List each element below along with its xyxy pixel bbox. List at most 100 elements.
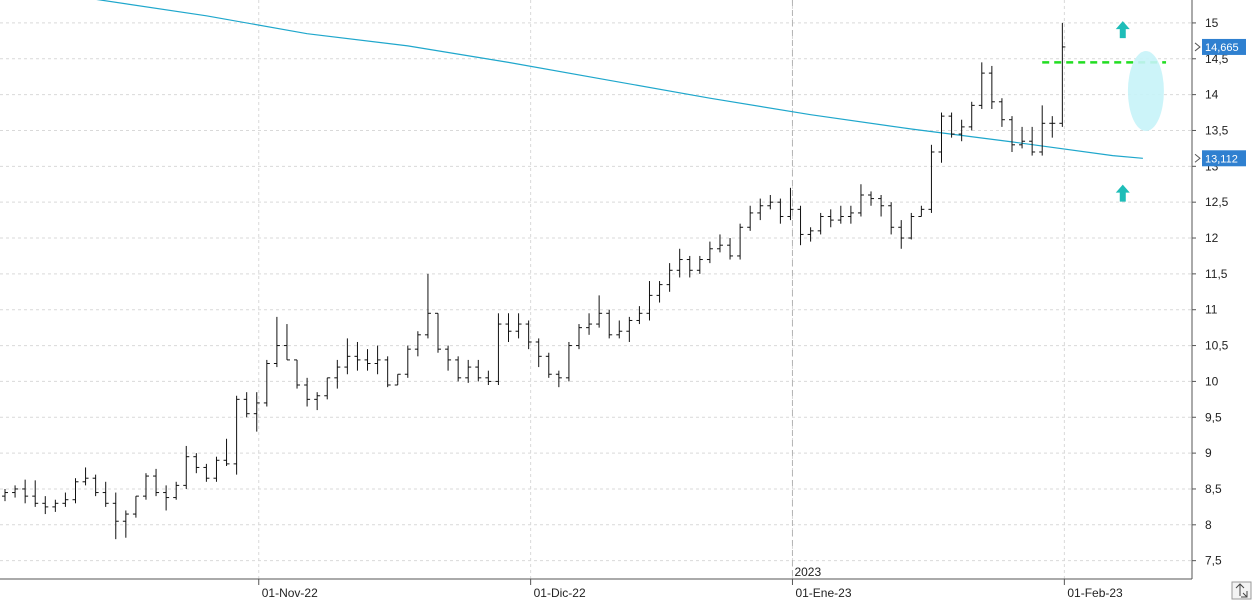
- ohlc-bar: [404, 345, 411, 378]
- ohlc-bar: [475, 359, 482, 382]
- ohlc-bar: [82, 467, 89, 486]
- ohlc-bar: [354, 341, 361, 371]
- y-tick-label: 14,5: [1205, 52, 1229, 66]
- ohlc-bar: [656, 281, 663, 303]
- ohlc-bar: [1049, 116, 1056, 138]
- y-tick-label: 15: [1205, 16, 1219, 30]
- ohlc-bar: [555, 370, 562, 388]
- ohlc-bar: [414, 331, 421, 357]
- ohlc-bar: [737, 223, 744, 260]
- moving-average-pointer: [1194, 153, 1201, 163]
- ohlc-bar: [334, 359, 341, 389]
- x-tick-label: 01-Nov-22: [262, 586, 318, 600]
- moving-average-layer: [96, 0, 1143, 159]
- y-tick-label: 13,5: [1205, 123, 1229, 137]
- moving-average-line: [96, 0, 1143, 159]
- ohlc-bar: [273, 316, 280, 368]
- ohlc-bar: [918, 205, 925, 218]
- ohlc-bar: [948, 112, 955, 138]
- ohlc-bar: [122, 510, 129, 538]
- ohlc-bar: [636, 306, 643, 325]
- ohlc-bar: [283, 324, 290, 361]
- ohlc-bar: [747, 205, 754, 231]
- ohlc-bar: [142, 473, 149, 500]
- y-tick-label: 8,5: [1205, 482, 1222, 496]
- ohlc-bar: [606, 309, 613, 339]
- ohlc-bar: [968, 101, 975, 131]
- ohlc-bar: [163, 485, 170, 511]
- ohlc-bar: [32, 480, 39, 507]
- ohlc-bar: [596, 295, 603, 328]
- moving-average-badge: [1202, 150, 1246, 167]
- expand-arrows-icon[interactable]: [1231, 581, 1252, 600]
- ohlc-bar: [424, 273, 431, 339]
- ohlc-bar: [575, 324, 582, 350]
- ohlc-bar: [193, 453, 200, 474]
- ohlc-bar: [626, 316, 633, 342]
- ohlc-bar: [908, 212, 915, 240]
- ohlc-bar: [445, 345, 452, 371]
- ohlc-bar: [1029, 126, 1036, 156]
- ohlc-bar: [938, 112, 945, 163]
- y-tick-label: 8: [1205, 518, 1212, 532]
- ohlc-bar: [696, 255, 703, 274]
- ohlc-bar: [837, 205, 844, 224]
- ohlc-bar: [727, 238, 734, 260]
- ohlc-bar: [233, 395, 240, 475]
- ohlc-bar: [223, 438, 230, 467]
- ohlc-bar: [102, 481, 109, 507]
- arrow-up-icon: [1115, 21, 1130, 39]
- ohlc-bar: [807, 227, 814, 242]
- ohlc-bar: [857, 184, 864, 217]
- ohlc-bar: [394, 373, 401, 386]
- ohlc-bar: [535, 338, 542, 368]
- ohlc-bar: [676, 248, 683, 278]
- ohlc-bar: [545, 352, 552, 378]
- ohlc-bar: [565, 341, 572, 382]
- ohlc-bar: [505, 313, 512, 342]
- ohlc-bar: [958, 119, 965, 142]
- x-tick-label: 01-Feb-23: [1067, 586, 1123, 600]
- ohlc-bar: [666, 263, 673, 292]
- moving-average-badge-text: 13,112: [1205, 153, 1238, 165]
- ohlc-bar: [827, 209, 834, 228]
- ohlc-bar: [2, 488, 8, 502]
- x-tick-label: 01-Ene-23: [795, 586, 851, 600]
- grid: [0, 0, 1192, 579]
- ohlc-bar: [22, 479, 29, 504]
- ohlc-bar: [455, 356, 462, 382]
- ohlc-bar: [716, 234, 723, 253]
- ohlc-bar: [253, 392, 260, 432]
- y-tick-label: 10,5: [1205, 339, 1229, 353]
- corner-icon-frame[interactable]: [1231, 581, 1252, 600]
- ohlc-bar: [384, 356, 391, 388]
- ohlc-bar: [777, 198, 784, 224]
- ohlc-bar: [797, 205, 804, 246]
- ohlc-bar: [485, 370, 492, 385]
- ohlc-bar: [374, 345, 381, 375]
- annotations: [1042, 21, 1167, 202]
- ohlc-bar: [304, 377, 311, 407]
- ohlc-bar: [868, 191, 875, 206]
- ohlc-bar: [1019, 126, 1026, 149]
- y-tick-label: 10: [1205, 374, 1219, 388]
- corner-icon-glyph[interactable]: [1235, 583, 1248, 598]
- ohlc-bar: [757, 198, 764, 221]
- ohlc-bar: [203, 463, 210, 482]
- ohlc-bar: [62, 492, 69, 507]
- ohlc-bar: [847, 205, 854, 224]
- ohlc-bar: [767, 195, 774, 210]
- ohlc-bar: [616, 320, 623, 339]
- y-tick-label: 9: [1205, 446, 1212, 460]
- y-tick-label: 9,5: [1205, 410, 1222, 424]
- ohlc-bar: [998, 98, 1005, 127]
- last-price-pointer: [1194, 42, 1201, 52]
- ohlc-bar: [586, 313, 593, 335]
- ohlc-bar: [686, 255, 693, 278]
- last-price-badge-text: 14,665: [1205, 42, 1239, 54]
- arrow-up-icon: [1115, 184, 1130, 202]
- ohlc-bar: [978, 62, 985, 109]
- y-tick-label: 14: [1205, 88, 1219, 102]
